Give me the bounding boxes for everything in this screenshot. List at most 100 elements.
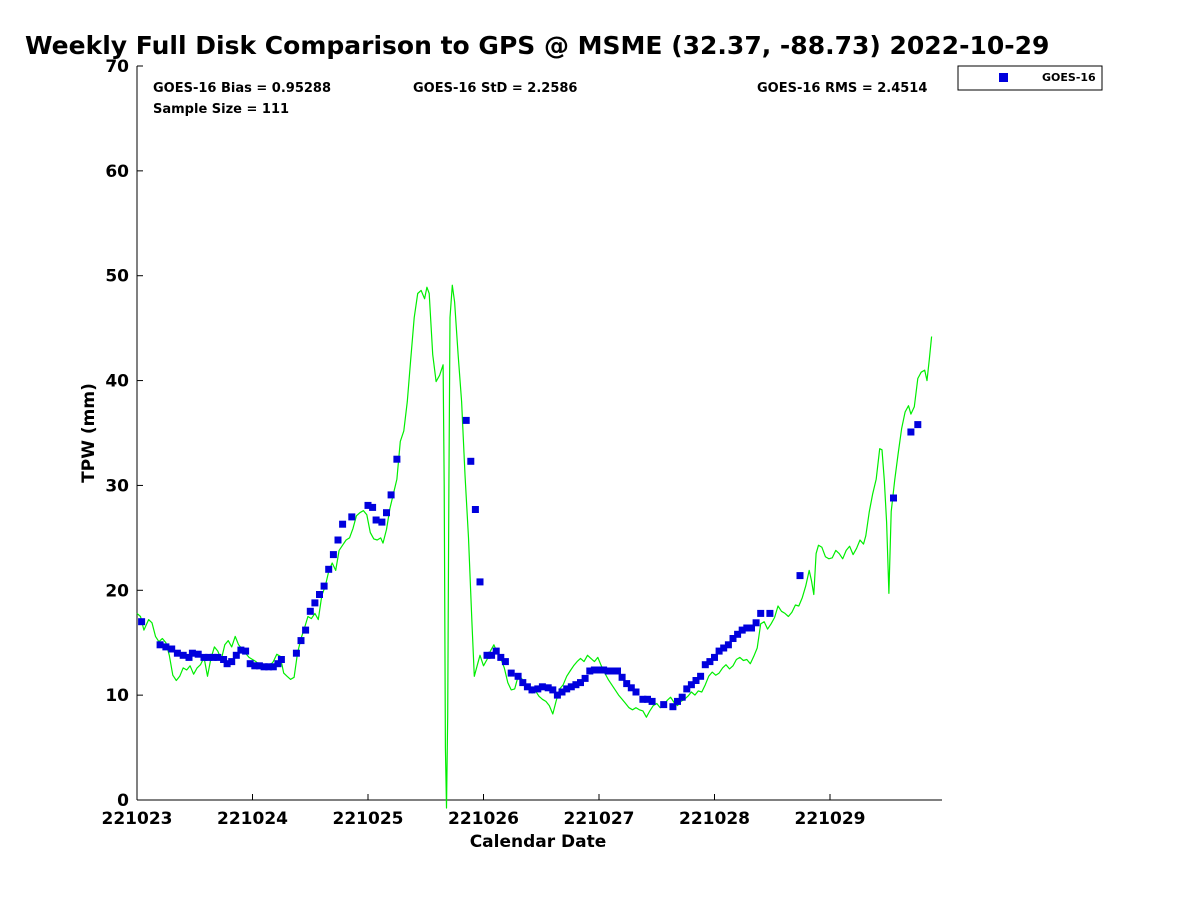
goes16-point bbox=[378, 518, 386, 526]
goes16-point bbox=[471, 506, 479, 513]
goes16-point bbox=[237, 646, 245, 654]
goes16-point bbox=[306, 607, 314, 615]
x-tick-label: 221028 bbox=[679, 809, 750, 829]
goes16-point bbox=[325, 565, 333, 573]
goes16-point bbox=[632, 688, 640, 696]
y-tick-label: 10 bbox=[105, 686, 129, 706]
goes16-point bbox=[255, 662, 263, 670]
goes16-point bbox=[269, 663, 277, 671]
goes16-point bbox=[752, 619, 760, 627]
goes16-point bbox=[372, 516, 380, 524]
goes16-point bbox=[251, 662, 259, 670]
y-tick-label: 40 bbox=[105, 372, 129, 392]
goes16-point bbox=[678, 693, 686, 701]
goes16-point bbox=[497, 653, 505, 661]
goes16-point bbox=[711, 653, 718, 661]
gps-line bbox=[136, 284, 933, 809]
y-tick-label: 0 bbox=[117, 791, 129, 811]
goes16-point bbox=[393, 455, 401, 463]
goes16-point bbox=[604, 667, 612, 675]
goes16-point bbox=[796, 572, 804, 580]
gps-series bbox=[136, 284, 933, 809]
goes16-point bbox=[609, 667, 617, 675]
x-tick-label: 221029 bbox=[795, 809, 866, 829]
goes16-point bbox=[501, 658, 509, 666]
goes16-point bbox=[364, 501, 372, 509]
goes16-point bbox=[590, 666, 598, 674]
goes16-point bbox=[669, 703, 677, 711]
goes16-point bbox=[701, 661, 709, 669]
goes16-point bbox=[156, 641, 164, 649]
goes16-point bbox=[476, 578, 484, 586]
x-tick-label: 221024 bbox=[217, 809, 288, 829]
goes16-point bbox=[297, 637, 305, 645]
goes16-point bbox=[734, 630, 742, 638]
goes16-point bbox=[907, 428, 915, 436]
goes16-point bbox=[188, 649, 196, 657]
goes16-point bbox=[260, 663, 268, 671]
goes16-point bbox=[162, 643, 170, 651]
goes16-point bbox=[614, 667, 621, 675]
goes16-point bbox=[553, 691, 561, 699]
goes16-point bbox=[623, 680, 631, 688]
y-tick-label: 20 bbox=[105, 581, 129, 601]
goes16-point bbox=[523, 683, 531, 691]
goes16-point bbox=[563, 685, 571, 693]
goes16-point bbox=[890, 494, 897, 502]
rms-stat: GOES-16 RMS = 2.4514 bbox=[757, 81, 927, 96]
bias-stat: GOES-16 Bias = 0.95288 bbox=[153, 81, 331, 96]
y-axis-label: TPW (mm) bbox=[79, 383, 99, 483]
goes16-point bbox=[200, 653, 208, 661]
goes16-point bbox=[185, 653, 193, 661]
goes16-point bbox=[706, 658, 714, 666]
goes16-point bbox=[748, 624, 755, 632]
goes16-point bbox=[692, 677, 700, 684]
goes16-point bbox=[544, 684, 552, 692]
goes16-point bbox=[228, 658, 236, 666]
x-tick-label: 221027 bbox=[564, 809, 635, 829]
x-tick-label: 221025 bbox=[333, 809, 404, 829]
goes16-point bbox=[292, 649, 300, 657]
goes16-point bbox=[743, 624, 751, 632]
goes16-point bbox=[600, 666, 608, 674]
goes16-point bbox=[205, 653, 213, 661]
goes16-point bbox=[242, 647, 250, 655]
goes16-point bbox=[339, 520, 347, 528]
goes16-point bbox=[220, 656, 228, 663]
goes16-point bbox=[648, 697, 656, 705]
goes16-point bbox=[383, 509, 390, 517]
goes16-point bbox=[757, 609, 765, 617]
goes16-point bbox=[618, 673, 626, 681]
goes16-point bbox=[223, 660, 231, 668]
goes16-point bbox=[586, 667, 594, 675]
goes16-point bbox=[644, 695, 651, 703]
goes16-point bbox=[265, 663, 273, 671]
goes16-point bbox=[577, 679, 584, 687]
plot-area bbox=[136, 66, 942, 801]
goes16-point bbox=[209, 653, 217, 661]
y-tick-label: 70 bbox=[105, 57, 129, 77]
goes16-point bbox=[660, 701, 668, 709]
goes16-point bbox=[687, 681, 695, 689]
x-axis-label: Calendar Date bbox=[470, 832, 607, 852]
goes16-point bbox=[720, 644, 728, 652]
legend-marker bbox=[999, 73, 1008, 82]
goes16-point bbox=[549, 686, 557, 694]
goes16-point bbox=[519, 679, 527, 687]
goes16-point bbox=[168, 645, 176, 653]
goes16-point bbox=[483, 651, 491, 659]
goes16-point bbox=[581, 674, 589, 682]
y-tick-label: 30 bbox=[105, 476, 129, 496]
goes16-point bbox=[627, 684, 635, 692]
goes16-point bbox=[683, 685, 691, 693]
goes16-point bbox=[302, 626, 310, 634]
legend-box bbox=[957, 65, 1103, 91]
goes16-point bbox=[729, 635, 737, 642]
chart-title: Weekly Full Disk Comparison to GPS @ MSM… bbox=[25, 31, 1049, 60]
goes16-point bbox=[738, 626, 746, 634]
goes16-point bbox=[914, 421, 922, 429]
x-ticks: 221023 221024 221025 221026 221027 221028 2210… bbox=[102, 794, 866, 829]
goes16-point bbox=[173, 649, 181, 657]
goes16-point bbox=[572, 681, 580, 689]
goes16-point bbox=[232, 651, 240, 659]
